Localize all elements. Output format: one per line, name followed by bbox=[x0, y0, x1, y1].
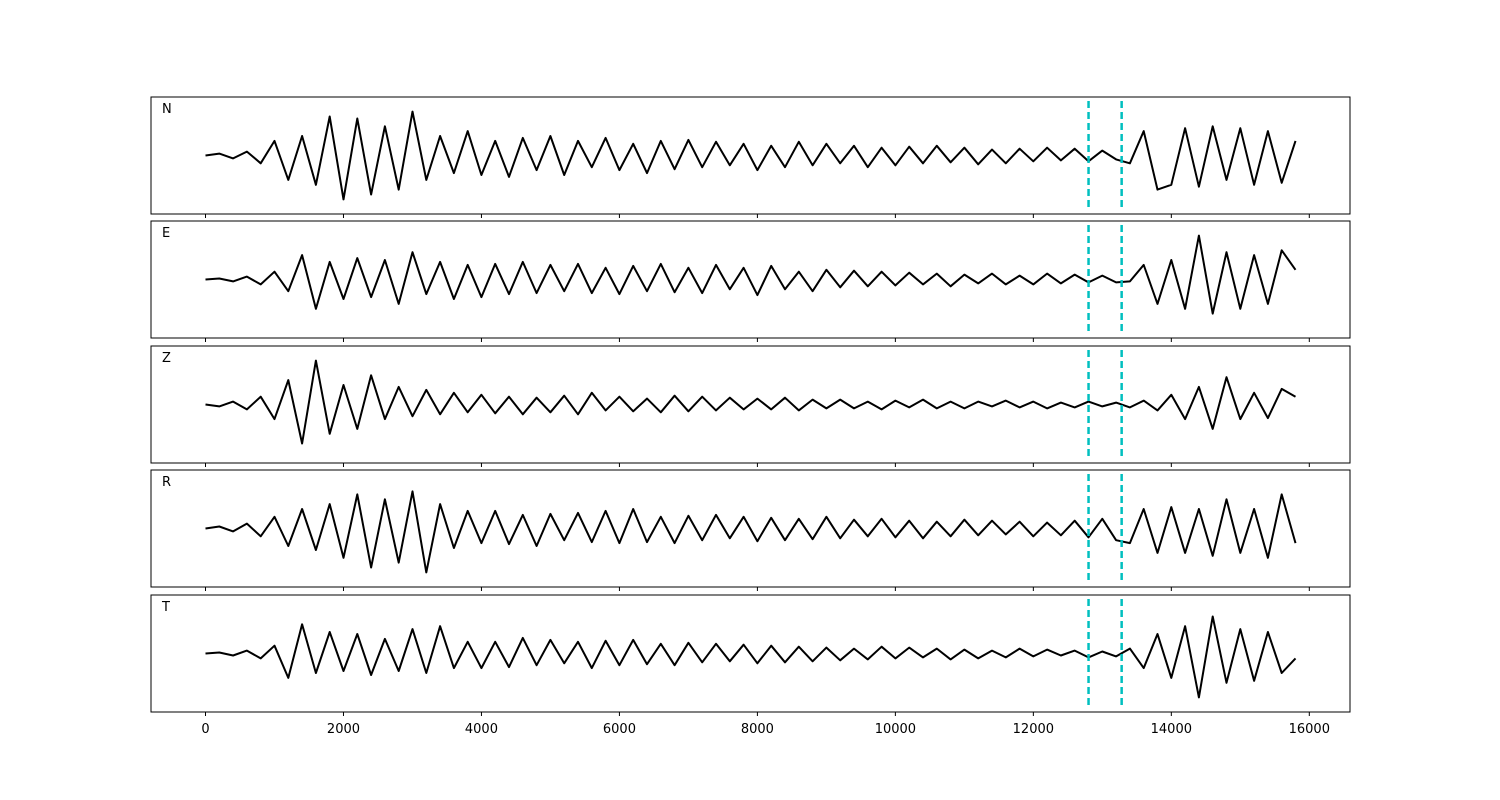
panel-frame bbox=[150, 594, 1351, 713]
panel-label: T bbox=[161, 600, 170, 615]
x-tick-label: 12000 bbox=[1013, 722, 1054, 737]
panel-frame bbox=[150, 469, 1351, 588]
x-tick-label: 8000 bbox=[741, 722, 774, 737]
panel-label: N bbox=[162, 102, 172, 117]
panel-label: Z bbox=[162, 351, 171, 366]
trace bbox=[205, 490, 1297, 574]
x-tick-label: 16000 bbox=[1289, 722, 1330, 737]
x-tick-label: 2000 bbox=[327, 722, 360, 737]
panel-label: R bbox=[162, 475, 171, 490]
x-tick-label: 10000 bbox=[875, 722, 916, 737]
x-tick-label: 0 bbox=[201, 722, 209, 737]
x-tick-label: 6000 bbox=[603, 722, 636, 737]
panel-frame bbox=[150, 96, 1351, 215]
trace bbox=[205, 234, 1297, 315]
x-tick-label: 4000 bbox=[465, 722, 498, 737]
x-tick-label: 14000 bbox=[1151, 722, 1192, 737]
trace bbox=[205, 615, 1297, 699]
trace bbox=[205, 359, 1296, 445]
panel-label: E bbox=[162, 226, 170, 241]
panel-frame bbox=[150, 345, 1351, 464]
panel-frame bbox=[150, 220, 1351, 339]
trace bbox=[205, 110, 1297, 201]
